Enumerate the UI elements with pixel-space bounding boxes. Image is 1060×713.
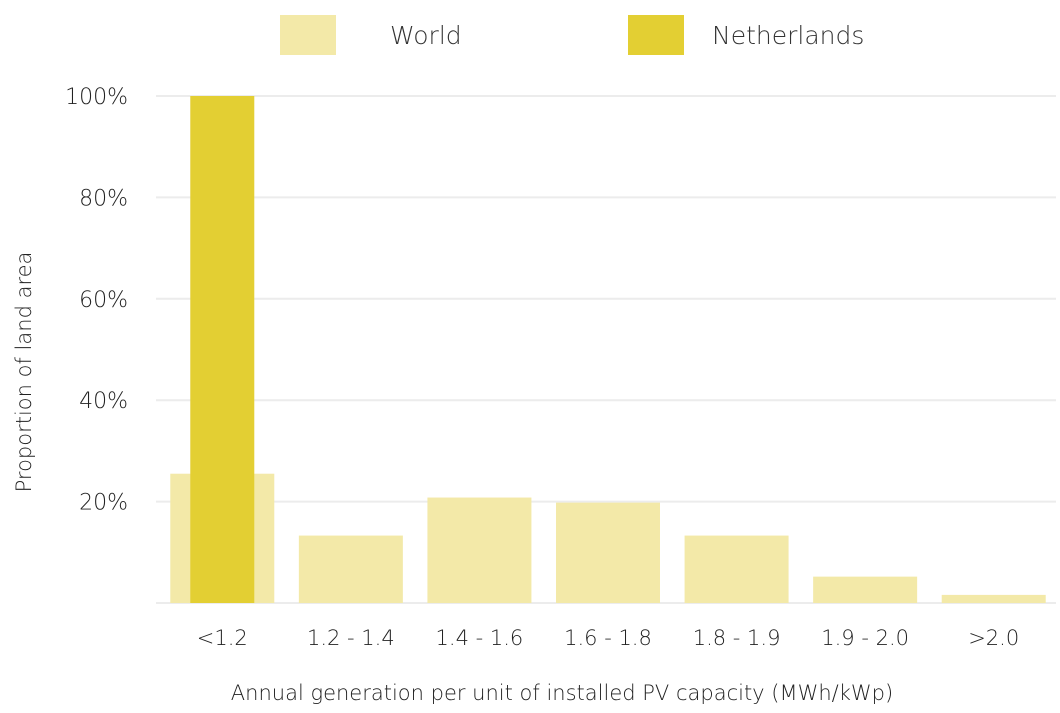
bars [170, 96, 1046, 603]
y-tick-labels: 20% 40% 60% 80% 100% [65, 85, 128, 516]
y-tick-label: 60% [79, 288, 128, 313]
x-tick-label: <1.2 [197, 626, 248, 650]
x-tick-label: >2.0 [968, 626, 1019, 650]
bar-world-1-6-1-8 [556, 502, 660, 603]
legend-label-world: World [390, 21, 462, 50]
y-axis-title: Proportion of land area [12, 252, 36, 493]
bar-world-1-4-1-6 [427, 497, 532, 603]
x-tick-label: 1.9 - 2.0 [821, 626, 909, 650]
legend-swatch-netherlands [628, 15, 684, 55]
legend-label-netherlands: Netherlands [712, 21, 864, 50]
bar-world-1-9-2-0 [813, 576, 918, 603]
bar-world-1-8-1-9 [684, 535, 789, 603]
bar-netherlands-lt-1-2 [190, 96, 255, 603]
bar-world-gt-2-0 [941, 594, 1046, 603]
y-tick-label: 100% [65, 85, 128, 110]
x-tick-label: 1.6 - 1.8 [564, 626, 652, 650]
x-tick-labels: <1.2 1.2 - 1.4 1.4 - 1.6 1.6 - 1.8 1.8 - 1.9… [197, 626, 1019, 650]
y-tick-label: 20% [79, 491, 128, 516]
bar-world-1-2-1-4 [298, 535, 403, 603]
x-tick-label: 1.2 - 1.4 [307, 626, 395, 650]
x-tick-label: 1.8 - 1.9 [693, 626, 781, 650]
legend: World Netherlands [280, 15, 864, 55]
x-tick-label: 1.4 - 1.6 [436, 626, 524, 650]
x-axis-title: Annual generation per unit of installed … [231, 681, 893, 705]
y-tick-label: 40% [79, 389, 128, 414]
y-tick-label: 80% [79, 186, 128, 211]
legend-swatch-world [280, 15, 336, 55]
